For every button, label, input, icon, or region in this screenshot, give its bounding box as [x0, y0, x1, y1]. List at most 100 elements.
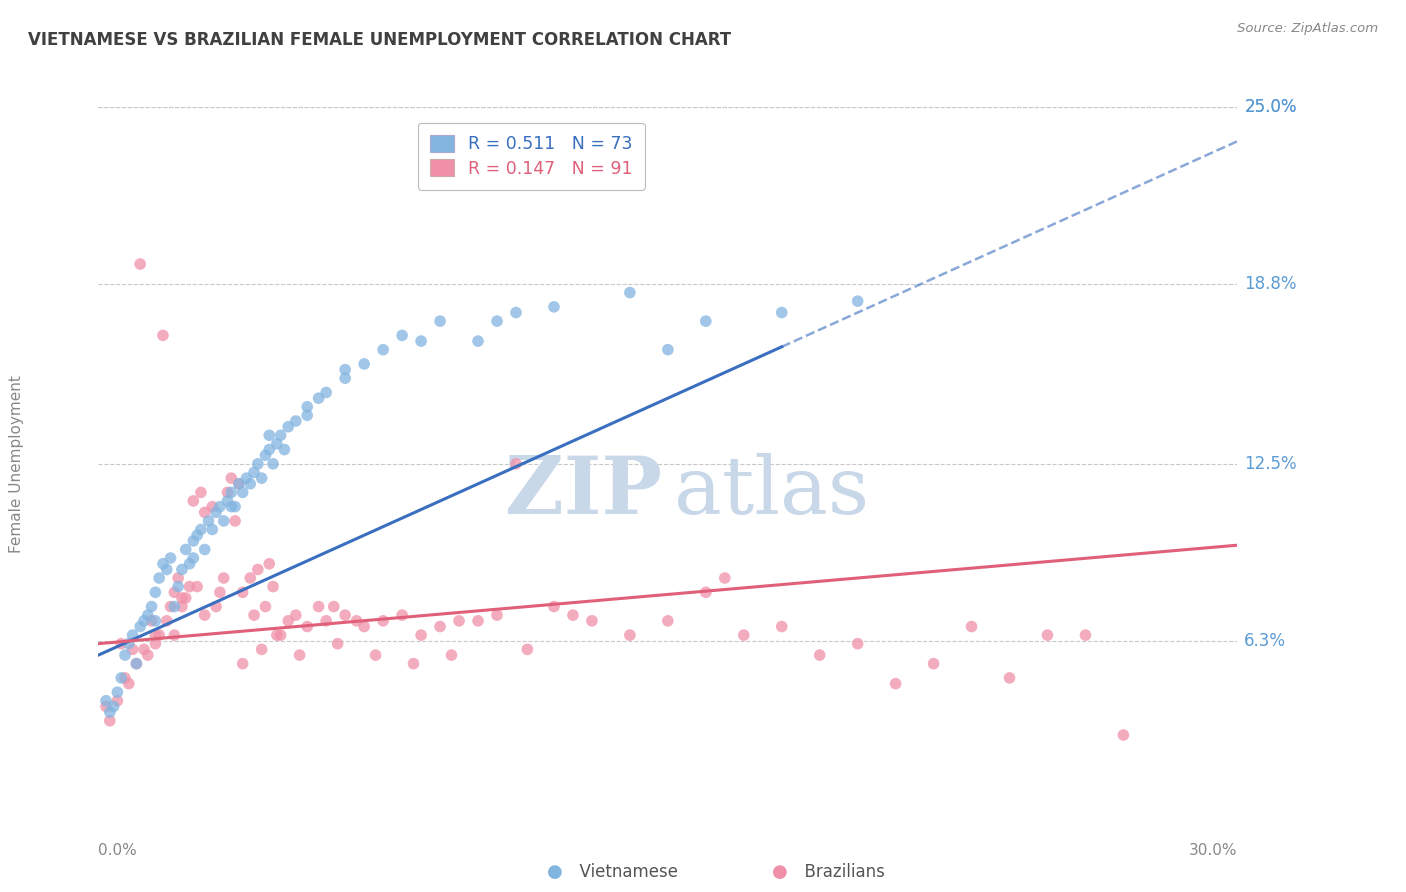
Point — [98, 714, 121, 728]
Text: 25.0%: 25.0% — [1244, 98, 1296, 116]
Point — [212, 514, 235, 528]
Point — [212, 571, 235, 585]
Point — [619, 285, 641, 300]
Text: atlas: atlas — [673, 453, 869, 532]
Point — [114, 671, 136, 685]
Point — [581, 614, 603, 628]
Point — [562, 608, 585, 623]
Point — [217, 485, 239, 500]
Point — [516, 642, 538, 657]
Point — [107, 694, 129, 708]
Point — [141, 614, 163, 628]
Text: VIETNAMESE VS BRAZILIAN FEMALE UNEMPLOYMENT CORRELATION CHART: VIETNAMESE VS BRAZILIAN FEMALE UNEMPLOYM… — [28, 31, 731, 49]
Point — [371, 343, 394, 357]
Point — [197, 514, 219, 528]
Point — [770, 619, 793, 633]
Point — [110, 671, 132, 685]
Point — [163, 585, 186, 599]
Point — [186, 528, 208, 542]
Point — [364, 648, 387, 662]
Point — [156, 562, 179, 576]
Text: 0.0%: 0.0% — [98, 843, 138, 858]
Point — [239, 571, 262, 585]
Point — [163, 599, 186, 614]
Point — [657, 343, 679, 357]
Point — [335, 608, 357, 623]
Point — [411, 628, 433, 642]
Point — [174, 542, 197, 557]
Point — [922, 657, 945, 671]
Point — [266, 628, 288, 642]
Point — [232, 485, 254, 500]
Point — [543, 300, 565, 314]
Point — [440, 648, 463, 662]
Point — [266, 437, 288, 451]
Point — [277, 614, 299, 628]
Point — [246, 457, 269, 471]
Point — [201, 500, 224, 514]
Text: ZIP: ZIP — [505, 453, 662, 532]
Point — [121, 628, 143, 642]
Point — [98, 705, 121, 719]
Point — [846, 637, 869, 651]
Point — [239, 476, 262, 491]
Text: 6.3%: 6.3% — [1244, 632, 1286, 649]
Point — [270, 628, 292, 642]
Point — [156, 614, 179, 628]
Text: 18.8%: 18.8% — [1244, 275, 1296, 293]
Point — [714, 571, 737, 585]
Point — [228, 476, 250, 491]
Point — [224, 500, 246, 514]
Point — [183, 533, 205, 548]
Point — [467, 334, 489, 348]
Point — [163, 628, 186, 642]
Point — [1074, 628, 1097, 642]
Point — [159, 551, 181, 566]
Point — [152, 557, 174, 571]
Point — [273, 442, 295, 457]
Point — [335, 362, 357, 376]
Point — [284, 608, 307, 623]
Text: Source: ZipAtlas.com: Source: ZipAtlas.com — [1237, 22, 1378, 36]
Point — [136, 608, 159, 623]
Point — [201, 523, 224, 537]
Point — [391, 328, 413, 343]
Point — [179, 557, 201, 571]
Point — [194, 505, 217, 519]
Point — [125, 657, 148, 671]
Point — [619, 628, 641, 642]
Point — [208, 500, 231, 514]
Point — [486, 314, 509, 328]
Point — [103, 699, 125, 714]
Point — [353, 357, 375, 371]
Point — [259, 442, 281, 457]
Point — [391, 608, 413, 623]
Point — [353, 619, 375, 633]
Point — [288, 648, 311, 662]
Point — [243, 608, 266, 623]
Point — [129, 257, 152, 271]
Point — [505, 457, 527, 471]
Point — [326, 637, 349, 651]
Point — [505, 305, 527, 319]
Point — [308, 599, 330, 614]
Point — [118, 637, 141, 651]
Point — [145, 585, 167, 599]
Point — [262, 580, 284, 594]
Point — [217, 494, 239, 508]
Point — [262, 457, 284, 471]
Point — [657, 614, 679, 628]
Point — [167, 571, 190, 585]
Point — [110, 637, 132, 651]
Point — [132, 614, 155, 628]
Point — [221, 500, 243, 514]
Point — [429, 314, 451, 328]
Point — [107, 685, 129, 699]
Point — [733, 628, 755, 642]
Point — [297, 619, 319, 633]
Point — [148, 571, 170, 585]
Point — [297, 400, 319, 414]
Point — [1036, 628, 1059, 642]
Point — [259, 557, 281, 571]
Point — [297, 409, 319, 423]
